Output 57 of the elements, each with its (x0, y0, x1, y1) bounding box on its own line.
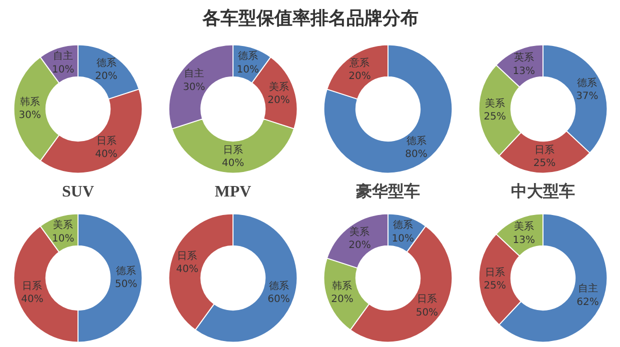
slice-label: 日系 (416, 293, 437, 306)
slice-label: 意系 (348, 56, 370, 69)
data-label: 10% (392, 233, 414, 244)
data-label: 50% (416, 307, 438, 318)
data-label: 80% (405, 149, 428, 160)
data-label: 20% (348, 240, 371, 252)
slice-label: 日系 (484, 266, 505, 278)
data-label: 40% (21, 294, 44, 305)
text: 各车型保值率排名品牌分布 (202, 8, 418, 29)
slice-label: 日系 (22, 280, 42, 292)
text: 中大型车 (511, 182, 575, 200)
slice-label: 美系 (514, 220, 534, 233)
slice-label: 日系 (534, 144, 555, 156)
data-label: 25% (484, 112, 506, 123)
slice-label: 英系 (514, 52, 534, 64)
data-label: 30% (182, 82, 206, 93)
data-label: 20% (95, 71, 118, 82)
text: SUV (62, 184, 94, 200)
data-label: 40% (222, 158, 244, 170)
slice-label: 德系 (96, 56, 116, 69)
slice-label: 韩系 (332, 280, 352, 292)
data-label: 25% (484, 280, 506, 292)
slice-label: 德系 (268, 280, 289, 292)
data-label: 13% (512, 234, 535, 246)
data-label: 20% (331, 294, 354, 305)
data-label: 20% (348, 71, 371, 82)
slice-label: 美系 (53, 219, 74, 232)
text: MPV (214, 184, 252, 200)
slice-label: 日系 (96, 134, 116, 147)
data-label: 60% (268, 294, 290, 305)
slice-label: 韩系 (20, 96, 40, 108)
slice-label: 德系 (406, 134, 426, 147)
data-label: 30% (18, 110, 41, 122)
data-label: 50% (115, 279, 138, 290)
data-label: 13% (512, 66, 535, 77)
text: 豪华型车 (355, 182, 420, 200)
data-label: 37% (576, 90, 598, 102)
data-label: 10% (52, 64, 74, 76)
slice-label: 德系 (392, 219, 413, 232)
data-label: 10% (236, 64, 259, 76)
data-label: 10% (52, 233, 74, 244)
slice-label: 美系 (484, 97, 505, 110)
slice-label: 德系 (238, 50, 258, 62)
data-label: 62% (576, 296, 599, 308)
slice-label: 美系 (268, 81, 289, 94)
data-label: 25% (533, 158, 556, 170)
slice-label: 日系 (223, 144, 243, 156)
data-label: 40% (176, 264, 198, 276)
slice-label: 德系 (116, 264, 136, 277)
data-label: 40% (95, 149, 118, 160)
slice-label: 自主 (184, 68, 204, 80)
slice-label: 日系 (177, 250, 198, 262)
slice-label: 美系 (350, 226, 370, 238)
slice-label: 自主 (578, 282, 598, 295)
data-label: 20% (268, 95, 290, 106)
slice-label: 自主 (53, 50, 74, 62)
slice-label: 德系 (577, 76, 598, 89)
